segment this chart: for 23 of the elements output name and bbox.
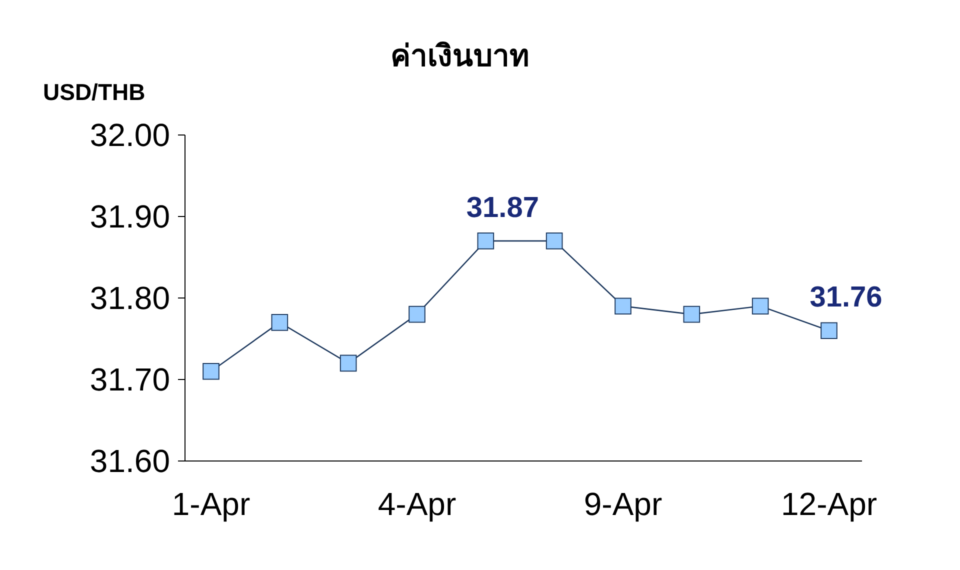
x-tick-label: 9-Apr [584,486,662,522]
point [614,298,632,315]
y-tick-label: 31.80 [90,280,170,316]
point [546,232,563,250]
y-tick-label: 32.00 [90,117,170,154]
point [408,306,426,323]
data-label: 31.76 [810,282,882,314]
point [477,232,494,250]
x-tick-label: 12-Apr [780,486,878,522]
x-tick-label: 1-Apr [172,486,250,522]
point [340,354,357,372]
data-label: 31.87 [466,192,539,224]
y-axis-title: USD/THB [43,79,146,105]
y-tick-label: 31.70 [90,362,170,398]
y-tick-label: 31.60 [90,443,170,480]
y-tick-label: 31.90 [90,198,170,235]
point [271,314,288,331]
chart-title: ค่าเงินบาท [390,40,530,73]
point [752,298,769,315]
point [820,322,838,340]
point [683,306,700,323]
x-tick-label: 4-Apr [378,486,456,522]
point [202,362,220,380]
